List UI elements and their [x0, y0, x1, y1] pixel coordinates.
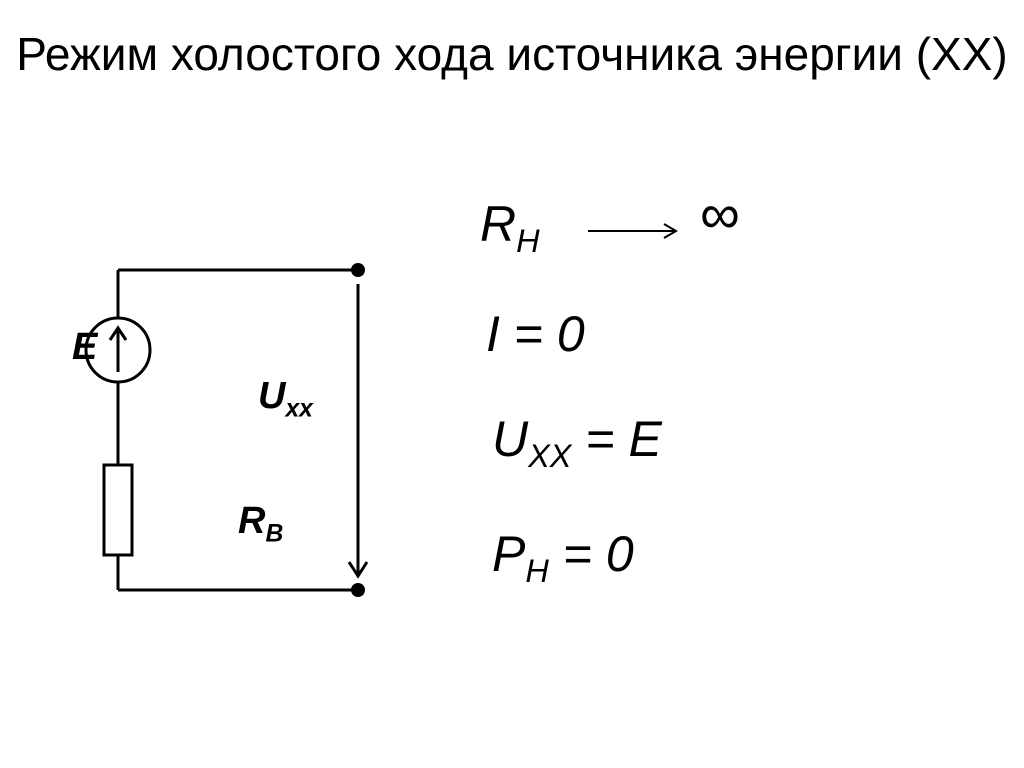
arrow-icon	[588, 221, 688, 241]
circuit-svg	[78, 240, 398, 640]
eq4-rhs: = 0	[549, 526, 634, 582]
eq4-lhs: P	[492, 526, 525, 582]
slide: Режим холостого хода источника энергии (…	[0, 0, 1024, 768]
infinity-symbol: ∞	[700, 181, 740, 246]
eq3-lhs: U	[492, 411, 528, 467]
eq4-sub: H	[525, 553, 548, 589]
eq-rh-inf: RH ∞	[480, 195, 960, 275]
eq1-lhs: R	[480, 196, 516, 252]
label-RB-sub: B	[265, 521, 283, 548]
label-Uxx-text: U	[258, 375, 285, 417]
eq-i-zero: I = 0	[486, 305, 960, 395]
label-Uxx-sub: xx	[285, 396, 312, 423]
label-Uxx: Uxx	[258, 375, 313, 424]
eq-ph-zero: PH = 0	[492, 525, 960, 605]
label-RB-text: R	[238, 500, 265, 542]
equations-block: RH ∞ I = 0 UXX = E PH = 0	[480, 195, 960, 605]
eq3-rhs: = E	[571, 411, 661, 467]
eq1-sub: H	[516, 223, 539, 259]
label-E: E	[72, 326, 97, 369]
slide-title: Режим холостого хода источника энергии (…	[0, 28, 1024, 81]
eq3-sub: XX	[528, 438, 571, 474]
label-E-text: E	[72, 326, 97, 368]
eq-uxx-e: UXX = E	[492, 410, 960, 505]
label-RB: RB	[238, 500, 283, 549]
circuit-diagram: E Uxx RB	[78, 240, 398, 640]
